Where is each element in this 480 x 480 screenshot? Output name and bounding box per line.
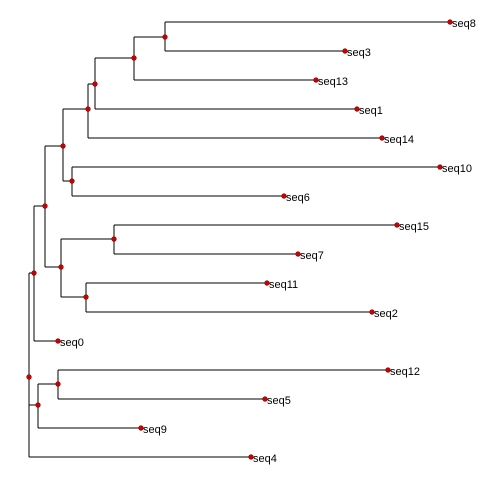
internal-node bbox=[85, 106, 91, 112]
internal-node bbox=[58, 264, 64, 270]
tip-label: seq10 bbox=[442, 163, 472, 175]
tip-label: seq3 bbox=[347, 47, 371, 59]
tip-node bbox=[437, 164, 443, 170]
internal-node bbox=[42, 203, 48, 209]
tip-label: seq12 bbox=[390, 366, 420, 378]
tip-label: seq6 bbox=[286, 192, 310, 204]
tip-label: seq15 bbox=[399, 221, 429, 233]
internal-node bbox=[60, 143, 66, 149]
tip-label: seq7 bbox=[300, 250, 324, 262]
tip-node bbox=[369, 309, 375, 315]
tree-branches bbox=[28, 21, 450, 458]
tip-labels: seq8 seq3 seq13 seq1 seq14 seq10 seq6 seq15 seq7… bbox=[60, 18, 476, 465]
tip-node bbox=[394, 222, 400, 228]
internal-node bbox=[69, 178, 75, 184]
internal-node bbox=[83, 294, 89, 300]
tip-node bbox=[264, 280, 270, 286]
tip-node bbox=[55, 338, 61, 344]
tip-label: seq1 bbox=[359, 105, 383, 117]
internal-node bbox=[35, 402, 41, 408]
tip-label: seq9 bbox=[143, 424, 167, 436]
tip-node bbox=[379, 135, 385, 141]
internal-node bbox=[162, 34, 168, 40]
tip-node bbox=[342, 48, 348, 54]
tip-label: seq13 bbox=[318, 76, 348, 88]
internal-node bbox=[131, 55, 137, 61]
tip-label: seq8 bbox=[452, 18, 476, 30]
internal-node bbox=[55, 381, 61, 387]
tip-node bbox=[447, 19, 453, 25]
tip-node bbox=[262, 396, 268, 402]
internal-node bbox=[26, 374, 32, 380]
internal-node bbox=[92, 81, 98, 87]
tip-label: seq11 bbox=[269, 279, 298, 291]
internal-node bbox=[111, 236, 117, 242]
tree-nodes bbox=[26, 19, 453, 460]
tip-label: seq14 bbox=[384, 134, 414, 146]
tip-node bbox=[248, 454, 254, 460]
tip-node bbox=[385, 367, 391, 373]
tip-node bbox=[354, 106, 360, 112]
internal-node bbox=[31, 270, 37, 276]
tip-label: seq4 bbox=[253, 453, 277, 465]
tip-node bbox=[281, 193, 287, 199]
tip-node bbox=[138, 425, 144, 431]
tip-label: seq5 bbox=[267, 395, 291, 407]
tip-label: seq0 bbox=[60, 337, 84, 349]
tip-node bbox=[313, 77, 319, 83]
tip-node bbox=[295, 251, 301, 257]
tip-label: seq2 bbox=[374, 308, 398, 320]
